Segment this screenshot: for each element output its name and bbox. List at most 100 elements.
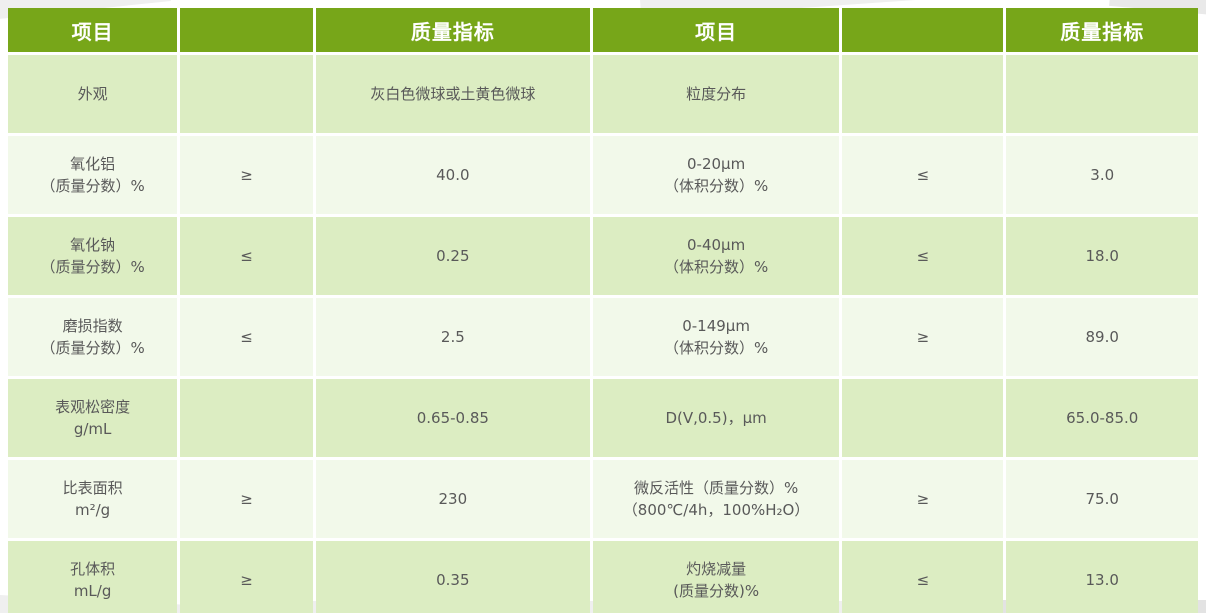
item-cell: 磨损指数 （质量分数）%	[8, 298, 178, 376]
cell-line: 比表面积	[62, 478, 123, 497]
operator-cell: ≥	[180, 460, 313, 538]
spec-table-body: 外观 灰白色微球或土黄色微球 粒度分布氧化铝 （质量分数）% ≥40.0 0-20μm （体…	[8, 55, 1198, 613]
cell-line: ≤	[916, 246, 930, 265]
cell-line: ≥	[240, 165, 253, 184]
value-cell: 65.0-85.0	[1006, 379, 1198, 457]
item-cell: 灼烧减量 (质量分数)%	[592, 541, 840, 613]
value-cell: 75.0	[1006, 460, 1198, 538]
cell-line: （质量分数）%	[40, 258, 145, 276]
item-cell: 0-149μm （体积分数）%	[592, 298, 840, 376]
cell-line: 65.0-85.0	[1066, 408, 1139, 427]
operator-cell	[180, 55, 313, 133]
cell-line: mL/g	[73, 582, 112, 600]
cell-line: 18.0	[1085, 246, 1119, 265]
cell-line: 75.0	[1085, 489, 1119, 508]
cell-line: 13.0	[1085, 570, 1119, 589]
item-cell: 0-20μm （体积分数）%	[592, 136, 840, 214]
empty-header-cell	[180, 8, 313, 52]
value-cell: 2.5	[315, 298, 590, 376]
operator-cell: ≤	[180, 217, 313, 295]
right-quality-index-header: 质量指标	[1006, 8, 1198, 52]
operator-cell	[842, 379, 1004, 457]
item-cell: 微反活性（质量分数）% （800℃/4h，100%H₂O）	[592, 460, 840, 538]
operator-cell: ≤	[842, 136, 1004, 214]
operator-cell: ≤	[842, 217, 1004, 295]
table-row: 氧化铝 （质量分数）% ≥40.0 0-20μm （体积分数）% ≤3.0	[8, 136, 1198, 214]
value-cell: 0.25	[315, 217, 590, 295]
value-cell: 13.0	[1006, 541, 1198, 613]
cell-line: 2.5	[440, 327, 465, 346]
cell-line: 灰白色微球或土黄色微球	[370, 84, 536, 103]
cell-line: （质量分数）%	[40, 177, 145, 195]
value-cell: 3.0	[1006, 136, 1198, 214]
cell-line: (质量分数)%	[673, 582, 760, 600]
item-cell: 孔体积 mL/g	[8, 541, 178, 613]
table-row: 表观松密度 g/mL 0.65-0.85 D(V,0.5)，μm 65.0-85.0	[8, 379, 1198, 457]
cell-line: 氧化钠	[70, 235, 116, 254]
cell-line: 0-20μm	[686, 154, 746, 173]
operator-cell	[842, 55, 1004, 133]
cell-line: g/mL	[73, 420, 112, 438]
value-cell: 0.65-0.85	[315, 379, 590, 457]
value-cell: 0.35	[315, 541, 590, 613]
left-quality-index-header: 质量指标	[315, 8, 590, 52]
operator-cell: ≥	[180, 541, 313, 613]
cell-line: ≥	[916, 489, 930, 508]
cell-line: 0-149μm	[682, 316, 750, 335]
table-row: 氧化钠 （质量分数）% ≤0.25 0-40μm （体积分数）% ≤18.0	[8, 217, 1198, 295]
cell-line: 89.0	[1085, 327, 1119, 346]
value-cell: 230	[315, 460, 590, 538]
value-cell: 灰白色微球或土黄色微球	[315, 55, 590, 133]
cell-line: D(V,0.5)，μm	[665, 408, 767, 427]
cell-line: 粒度分布	[686, 84, 747, 103]
value-cell: 18.0	[1006, 217, 1198, 295]
value-cell	[1006, 55, 1198, 133]
item-cell: 比表面积 m²/g	[8, 460, 178, 538]
table-row: 比表面积 m²/g ≥230 微反活性（质量分数）% （800℃/4h，100%H₂O）…	[8, 460, 1198, 538]
item-cell: 氧化钠 （质量分数）%	[8, 217, 178, 295]
cell-line: ≤	[916, 165, 930, 184]
table-row: 磨损指数 （质量分数）% ≤2.5 0-149μm （体积分数）% ≥89.0	[8, 298, 1198, 376]
table-row: 外观 灰白色微球或土黄色微球 粒度分布	[8, 55, 1198, 133]
spec-table: 项目 质量指标 项目 质量指标 外观 灰白色微球或土黄色微球 粒度分布 氧化铝 （质量分数）%…	[5, 5, 1201, 613]
cell-line: ≤	[240, 327, 253, 346]
cell-line: 孔体积	[70, 559, 116, 578]
cell-line: 40.0	[436, 165, 470, 184]
cell-line: 外观	[77, 84, 108, 103]
cell-line: ≥	[240, 570, 253, 589]
cell-line: 氧化铝	[70, 154, 116, 173]
cell-line: （体积分数）%	[663, 258, 769, 276]
operator-cell: ≤	[842, 541, 1004, 613]
cell-line: （体积分数）%	[663, 177, 769, 195]
item-cell: 表观松密度 g/mL	[8, 379, 178, 457]
operator-cell	[180, 379, 313, 457]
cell-line: m²/g	[74, 501, 111, 519]
right-item-header: 项目	[592, 8, 840, 52]
item-cell: 氧化铝 （质量分数）%	[8, 136, 178, 214]
cell-line: 磨损指数	[62, 316, 123, 335]
item-cell: 0-40μm （体积分数）%	[592, 217, 840, 295]
operator-cell: ≥	[180, 136, 313, 214]
item-cell: 粒度分布	[592, 55, 840, 133]
cell-line: 0.25	[436, 246, 470, 265]
table-row: 孔体积 mL/g ≥0.35 灼烧减量 (质量分数)% ≤13.0	[8, 541, 1198, 613]
item-cell: D(V,0.5)，μm	[592, 379, 840, 457]
operator-cell: ≤	[180, 298, 313, 376]
empty-header-cell	[842, 8, 1004, 52]
cell-line: （800℃/4h，100%H₂O）	[622, 501, 810, 519]
cell-line: 0-40μm	[686, 235, 746, 254]
cell-line: ≥	[916, 327, 930, 346]
cell-line: ≤	[240, 246, 253, 265]
cell-line: 灼烧减量	[686, 559, 747, 578]
cell-line: 230	[438, 489, 468, 508]
cell-line: （质量分数）%	[40, 339, 145, 357]
left-item-header: 项目	[8, 8, 178, 52]
cell-line: （体积分数）%	[663, 339, 769, 357]
item-cell: 外观	[8, 55, 178, 133]
cell-line: ≥	[240, 489, 253, 508]
spec-table-header: 项目 质量指标 项目 质量指标	[8, 8, 1198, 52]
operator-cell: ≥	[842, 298, 1004, 376]
cell-line: 0.35	[436, 570, 470, 589]
cell-line: 3.0	[1090, 165, 1115, 184]
